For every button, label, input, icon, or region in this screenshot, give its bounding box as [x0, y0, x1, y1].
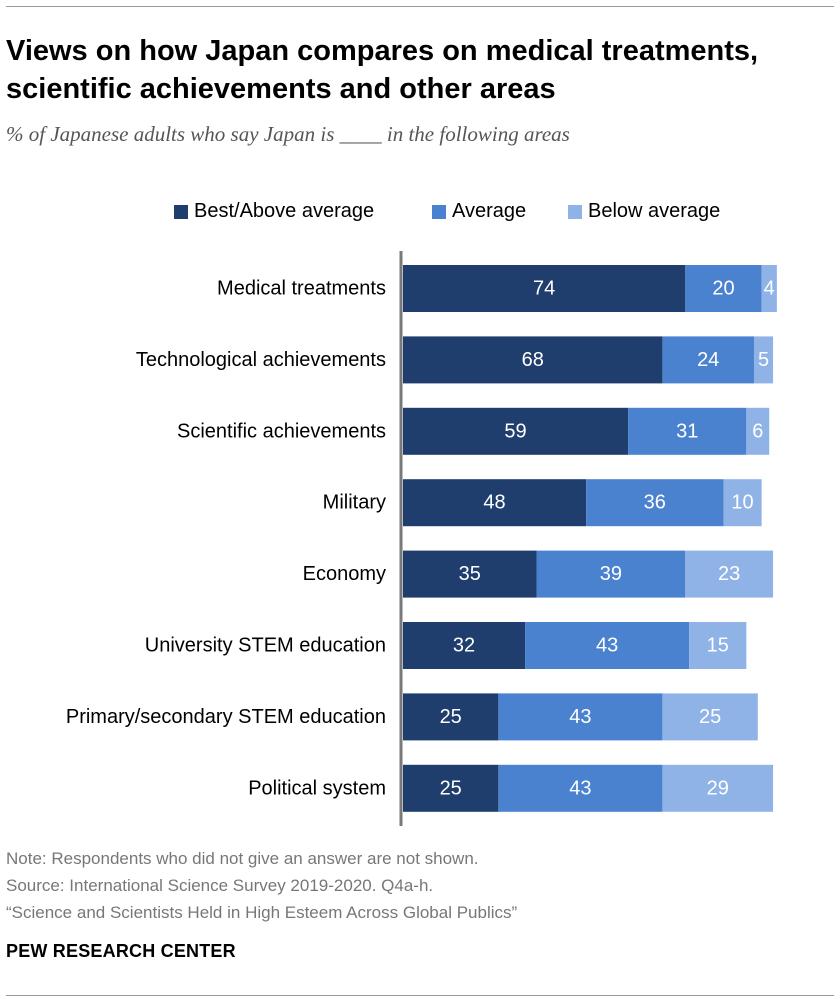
top-rule [6, 6, 834, 7]
bar-university-stem-education-best-above-average [403, 622, 526, 669]
bar-scientific-achievements-below-average [746, 407, 770, 455]
value-label-technological-achievements-best-above-average: 68 [522, 349, 544, 371]
bar-primary-secondary-stem-education-average [498, 693, 663, 741]
legend-label-below-average: Below average [588, 200, 721, 222]
value-label-military-below-average: 10 [731, 492, 753, 514]
value-label-primary-secondary-stem-education-below-average: 25 [699, 706, 721, 728]
bar-political-system-best-above-average [403, 764, 499, 812]
bar-economy-below-average [685, 550, 774, 598]
bar-medical-treatments-best-above-average [403, 265, 686, 312]
value-label-scientific-achievements-average: 31 [676, 420, 698, 442]
value-label-economy-average: 39 [600, 563, 622, 585]
bar-technological-achievements-below-average [753, 336, 774, 384]
legend-item-best-above-average: Best/Above average [174, 200, 374, 223]
bar-university-stem-education-average [525, 622, 690, 669]
category-label-medical-treatments: Medical treatments [217, 278, 386, 300]
bar-technological-achievements-average [662, 336, 754, 384]
value-label-medical-treatments-best-above-average: 74 [533, 278, 555, 300]
value-label-primary-secondary-stem-education-average: 43 [569, 706, 591, 728]
bar-political-system-below-average [662, 764, 774, 812]
category-label-political-system: Political system [248, 777, 386, 799]
bar-economy-best-above-average [403, 550, 537, 598]
bar-military-below-average [723, 479, 762, 527]
legend-item-average: Average [432, 200, 526, 223]
category-label-technological-achievements: Technological achievements [136, 349, 386, 371]
value-label-scientific-achievements-best-above-average: 59 [504, 420, 526, 442]
value-label-political-system-average: 43 [569, 777, 591, 799]
bar-primary-secondary-stem-education-below-average [662, 693, 758, 741]
value-label-university-stem-education-best-above-average: 32 [453, 635, 475, 657]
bar-military-best-above-average [403, 479, 587, 527]
category-label-university-stem-education: University STEM education [145, 635, 386, 657]
value-label-university-stem-education-average: 43 [596, 635, 618, 657]
value-label-economy-below-average: 23 [718, 563, 740, 585]
legend-swatch-average [432, 204, 446, 219]
bar-economy-average [536, 550, 686, 598]
report-title-text: “Science and Scientists Held in High Est… [6, 903, 518, 922]
bar-medical-treatments-below-average [761, 265, 777, 312]
value-label-political-system-best-above-average: 25 [440, 777, 462, 799]
stacked-bar-chart: Medical treatments 74 20 4 Technological ach… [66, 251, 777, 826]
bar-scientific-achievements-best-above-average [403, 407, 629, 455]
bar-university-stem-education-below-average [689, 622, 747, 669]
value-label-medical-treatments-average: 20 [712, 278, 734, 300]
value-label-military-best-above-average: 48 [483, 492, 505, 514]
value-label-scientific-achievements-below-average: 6 [752, 420, 763, 442]
category-label-economy: Economy [303, 563, 386, 585]
legend-label-best-above-average: Best/Above average [194, 200, 375, 222]
bar-scientific-achievements-average [628, 407, 747, 455]
note-text: Note: Respondents who did not give an an… [6, 849, 479, 868]
value-label-university-stem-education-below-average: 15 [707, 635, 729, 657]
bar-technological-achievements-best-above-average [403, 336, 663, 384]
legend-swatch-below-average [568, 204, 582, 219]
bar-military-average [586, 479, 724, 527]
chart-subtitle: % of Japanese adults who say Japan is __… [6, 122, 570, 146]
value-label-primary-secondary-stem-education-best-above-average: 25 [440, 706, 462, 728]
bar-political-system-average [498, 764, 663, 812]
value-label-technological-achievements-average: 24 [697, 349, 719, 371]
value-label-economy-best-above-average: 35 [459, 563, 481, 585]
bar-medical-treatments-average [685, 265, 762, 312]
bar-primary-secondary-stem-education-best-above-average [403, 693, 499, 741]
source-text: Source: International Science Survey 201… [6, 876, 434, 895]
value-label-political-system-below-average: 29 [707, 777, 729, 799]
pew-research-center-logo-text: PEW RESEARCH CENTER [6, 941, 236, 961]
value-label-technological-achievements-below-average: 5 [758, 349, 769, 371]
bottom-rule [6, 995, 834, 996]
category-label-scientific-achievements: Scientific achievements [177, 420, 386, 442]
value-label-military-average: 36 [644, 492, 666, 514]
category-label-primary-secondary-stem-education: Primary/secondary STEM education [66, 706, 386, 728]
legend-label-average: Average [452, 200, 527, 222]
legend-swatch-best-above-average [174, 204, 188, 219]
chart-title: Views on how Japan compares on medical t… [6, 35, 759, 105]
value-label-medical-treatments-below-average: 4 [764, 278, 775, 300]
legend-item-below-average: Below average [568, 200, 720, 223]
category-label-military: Military [323, 492, 386, 514]
